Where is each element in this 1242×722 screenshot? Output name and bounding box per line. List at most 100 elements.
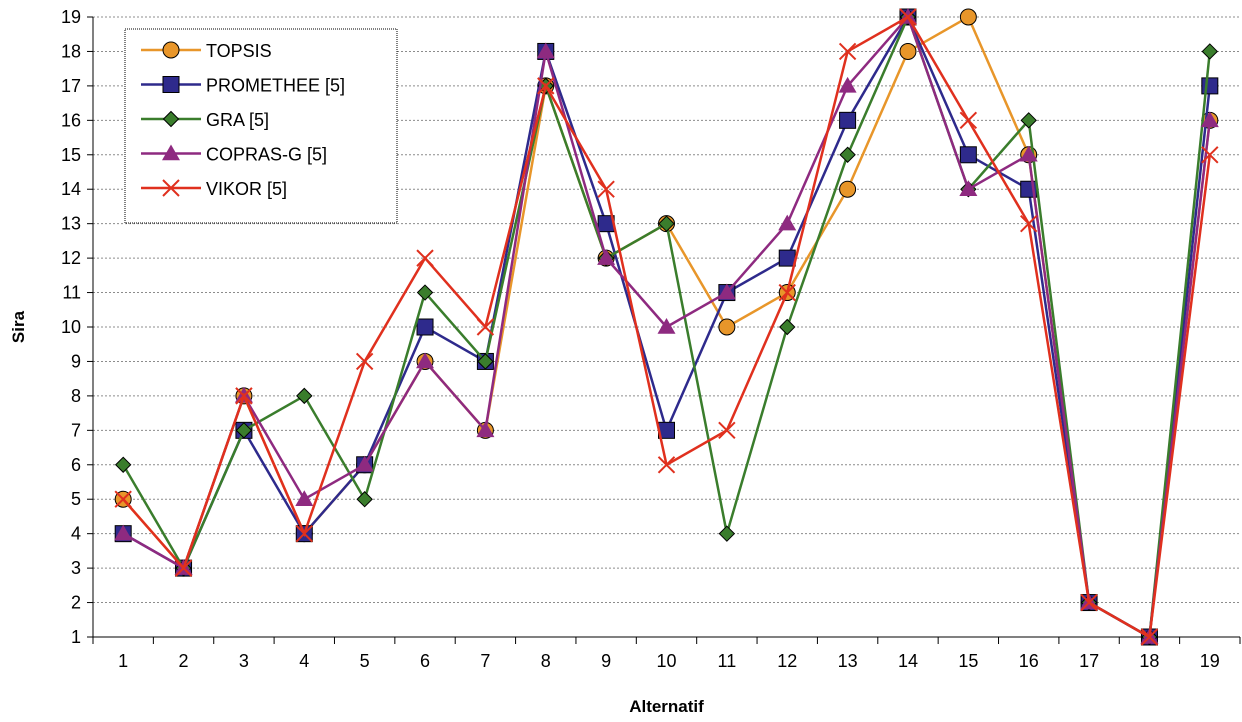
legend-item-0: TOPSIS xyxy=(141,41,272,61)
point-s2-x12 xyxy=(779,318,796,336)
point-s4-x4 xyxy=(295,524,313,543)
point-s4-x12 xyxy=(778,283,796,302)
point-s3-x16 xyxy=(1019,145,1038,162)
y-tick-3: 3 xyxy=(71,558,81,578)
legend-label-0: TOPSIS xyxy=(206,41,272,61)
grid-lines xyxy=(93,16,1240,604)
x-tick-13: 13 xyxy=(838,651,858,671)
y-tick-15: 15 xyxy=(61,145,81,165)
point-s4-x15 xyxy=(959,111,978,130)
point-s3-x15 xyxy=(959,180,978,196)
x-tick-14: 14 xyxy=(898,651,918,671)
point-s4-x18 xyxy=(1140,628,1159,646)
y-tick-1: 1 xyxy=(71,627,81,647)
y-tick-16: 16 xyxy=(61,110,81,130)
point-s4-x19 xyxy=(1201,146,1219,164)
point-s4-x14 xyxy=(899,8,917,26)
x-tick-1: 1 xyxy=(118,651,128,671)
y-tick-17: 17 xyxy=(61,76,81,96)
legend-label-3: COPRAS-G [5] xyxy=(206,145,327,165)
point-s2-x10 xyxy=(658,215,675,232)
x-tick-8: 8 xyxy=(541,651,551,671)
legend-item-2: GRA [5] xyxy=(141,110,269,130)
y-axis-title: Sira xyxy=(9,310,28,343)
y-tick-10: 10 xyxy=(61,317,81,337)
point-s0-x15 xyxy=(959,8,977,26)
legend-marker-3 xyxy=(162,144,180,161)
point-s3-x5 xyxy=(355,455,374,472)
legend-label-2: GRA [5] xyxy=(206,110,269,130)
x-tick-7: 7 xyxy=(480,651,490,671)
y-tick-18: 18 xyxy=(61,41,81,61)
y-tick-11: 11 xyxy=(62,283,81,303)
point-s3-x9 xyxy=(597,249,616,265)
x-tick-16: 16 xyxy=(1019,651,1039,671)
x-tick-11: 11 xyxy=(718,651,737,671)
point-s2-x6 xyxy=(416,284,434,301)
point-s3-x1 xyxy=(114,524,133,541)
point-s4-x6 xyxy=(416,249,434,267)
series-group xyxy=(114,8,1219,646)
series-2 xyxy=(114,8,1219,646)
point-s3-x4 xyxy=(295,490,314,506)
point-s3-x11 xyxy=(717,283,736,300)
y-tick-2: 2 xyxy=(71,593,81,613)
x-axis-title: Alternatif xyxy=(629,697,704,716)
x-tick-4: 4 xyxy=(299,651,309,671)
x-tick-labels: 1 2 3 4 5 6 7 8 9 10 11 12 13 14 15 16 17 18 19 xyxy=(92,637,1241,671)
x-tick-19: 19 xyxy=(1200,651,1220,671)
point-s2-x13 xyxy=(839,146,856,163)
legend-label-1: PROMETHEE [5] xyxy=(206,76,345,96)
point-s4-x8 xyxy=(537,77,555,95)
legend-marker-1 xyxy=(162,76,180,93)
y-tick-13: 13 xyxy=(61,214,81,234)
point-s4-x5 xyxy=(355,352,374,371)
y-tick-5: 5 xyxy=(71,489,81,509)
x-tick-10: 10 xyxy=(656,651,676,671)
x-tick-17: 17 xyxy=(1079,651,1099,671)
y-tick-7: 7 xyxy=(71,420,81,440)
point-s3-x10 xyxy=(657,318,676,334)
point-s2-x11 xyxy=(718,525,736,542)
point-s4-x11 xyxy=(718,421,736,440)
x-tick-15: 15 xyxy=(958,651,978,671)
point-s4-x2 xyxy=(174,559,193,577)
legend-item-4: VIKOR [5] xyxy=(141,179,287,199)
legend-marker-4 xyxy=(162,179,180,197)
legend-item-3: COPRAS-G [5] xyxy=(141,144,327,165)
x-tick-2: 2 xyxy=(179,651,189,671)
point-s2-x7 xyxy=(477,353,494,370)
point-s1-x15 xyxy=(959,146,977,164)
x-tick-12: 12 xyxy=(777,651,797,671)
x-tick-18: 18 xyxy=(1139,651,1159,671)
point-s3-x13 xyxy=(838,76,857,93)
point-s2-x19 xyxy=(1201,43,1219,60)
point-s3-x12 xyxy=(778,214,797,231)
legend-item-1: PROMETHEE [5] xyxy=(141,76,345,96)
point-s2-x16 xyxy=(1020,112,1037,129)
legend: TOPSIS PROMETHEE [5] GRA [5] COPRAS-G [5] VI… xyxy=(124,28,398,224)
point-s3-x7 xyxy=(476,421,495,438)
point-s1-x12 xyxy=(778,249,796,267)
point-s0-x13 xyxy=(839,180,857,198)
point-s4-x3 xyxy=(235,387,253,405)
y-tick-9: 9 xyxy=(71,351,81,371)
y-tick-6: 6 xyxy=(71,455,81,475)
x-tick-3: 3 xyxy=(239,651,249,671)
y-tick-12: 12 xyxy=(61,248,81,268)
point-s0-x11 xyxy=(718,318,736,336)
point-s4-x10 xyxy=(657,456,676,474)
y-tick-19: 19 xyxy=(61,7,81,27)
x-tick-5: 5 xyxy=(360,651,370,671)
legend-label-4: VIKOR [5] xyxy=(206,179,287,199)
series-4 xyxy=(114,8,1219,646)
point-s4-x13 xyxy=(838,42,857,61)
legend-marker-2 xyxy=(162,110,180,128)
x-tick-9: 9 xyxy=(601,651,611,671)
point-s2-x4 xyxy=(296,387,313,405)
point-s3-x8 xyxy=(536,42,555,59)
point-s4-x17 xyxy=(1080,593,1098,612)
point-s2-x1 xyxy=(114,456,132,473)
point-s3-x6 xyxy=(416,352,435,369)
